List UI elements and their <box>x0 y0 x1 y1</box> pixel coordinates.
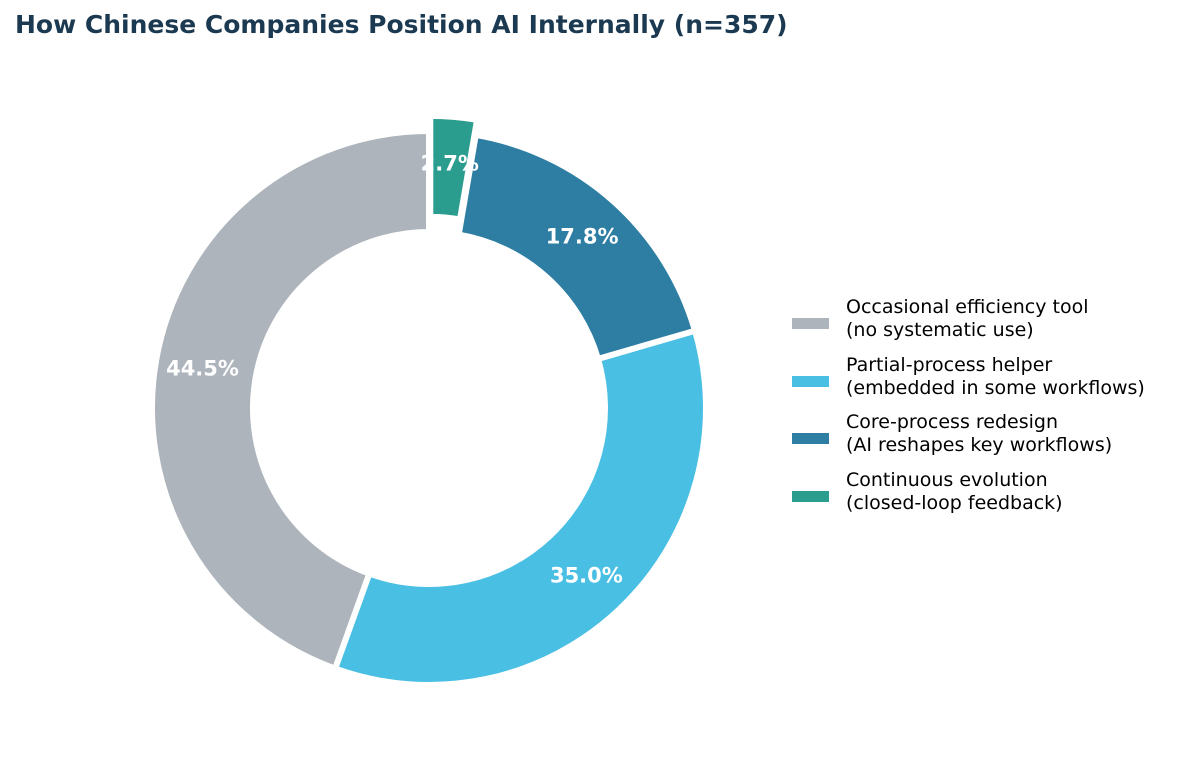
slice-percent-label: 2.7% <box>421 152 479 176</box>
legend-swatch <box>792 375 829 387</box>
legend-label: Occasional efficiency tool (no systemati… <box>846 296 1089 341</box>
donut-slices <box>149 112 709 688</box>
slice-percent-label: 17.8% <box>546 225 619 249</box>
donut-slice-3 <box>455 131 699 363</box>
legend-item: Continuous evolution (closed-loop feedba… <box>792 469 1172 527</box>
slice-percent-label: 44.5% <box>166 356 239 380</box>
legend-swatch <box>792 433 829 444</box>
chart-legend: Occasional efficiency tool (no systemati… <box>792 296 1172 526</box>
donut-slice-2 <box>331 327 709 688</box>
legend-item: Core-process redesign (AI reshapes key w… <box>792 411 1172 469</box>
legend-item: Occasional efficiency tool (no systemati… <box>792 296 1172 354</box>
donut-slice-labels: 44.5% 35.0% 17.8% 2.7% <box>166 152 623 588</box>
legend-label: Partial-process helper (embedded in some… <box>846 353 1145 399</box>
slice-percent-label: 35.0% <box>550 564 623 588</box>
legend-label: Core-process redesign (AI reshapes key w… <box>846 411 1113 456</box>
legend-swatch <box>792 318 829 329</box>
donut-slice-1 <box>149 127 432 673</box>
chart-title: How Chinese Companies Position AI Intern… <box>15 10 788 39</box>
donut-slice-4 <box>427 112 481 223</box>
legend-swatch <box>792 490 829 502</box>
legend-item: Partial-process helper (embedded in some… <box>792 354 1172 412</box>
legend-label: Continuous evolution (closed-loop feedba… <box>846 468 1063 514</box>
